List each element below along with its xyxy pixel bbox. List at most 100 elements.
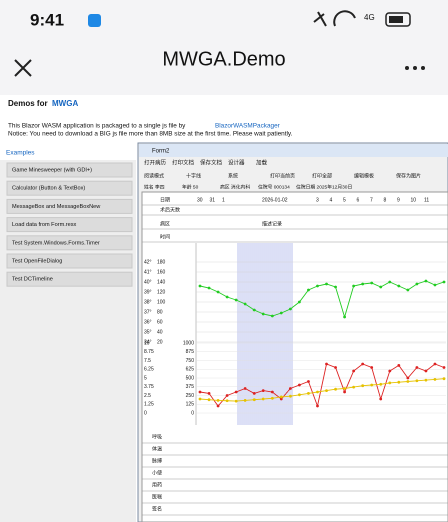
toolbar-item[interactable]: 十字线 [186,172,201,179]
series-point [198,397,202,401]
day-label: 1 [222,197,225,203]
menu-item[interactable]: 设计器 [228,158,245,166]
example-button[interactable] [6,253,133,269]
day-label: 11 [424,197,429,203]
pulse-tick-label: 80 [157,309,163,315]
example-button[interactable] [6,235,133,251]
bottom-row-label: 用药 [152,481,162,488]
menu-item[interactable]: 打开病历 [144,158,167,166]
series-point [424,378,428,382]
packager-link[interactable]: BlazorWASMPackager [215,123,281,130]
series-point [288,307,292,311]
series-point [397,380,401,384]
series-point [397,284,401,288]
series-point [433,283,437,287]
series-point [234,298,238,302]
menu-item[interactable]: 打印文档 [172,158,195,166]
series-line [199,378,445,402]
series-point [261,397,265,401]
series-point [388,280,392,284]
series-point [252,398,256,402]
example-label: Game Minesweeper (with GDI+) [12,167,92,173]
series-point [442,377,446,381]
series-point [198,390,202,394]
sidebar [0,160,136,522]
pulse-tick-label: 100 [157,299,166,305]
series-point [225,399,229,403]
close-button[interactable] [14,59,32,77]
mwga-link[interactable]: MWGA [52,99,78,108]
series-point [243,387,247,390]
toolbar-item[interactable]: 打印当前页 [270,172,295,179]
y-tick-label: 37° [144,309,152,315]
series-point [279,397,283,401]
day-label: 10 [411,197,417,203]
y-tick-label: 39° [144,289,152,295]
series-point [352,284,356,288]
example-button[interactable] [6,180,133,196]
series-point [252,308,256,312]
series-point [343,387,346,390]
series-point [388,369,392,373]
series-point [325,282,328,286]
patient-info: 住院号 000134 [258,183,290,190]
series-point [361,384,365,388]
day-label: 9 [397,197,400,203]
lower-tick-label: 5 [144,375,147,381]
series-point [216,404,220,408]
series-point [243,399,247,402]
row-label: 病区 [160,220,170,227]
series-point [234,390,238,394]
series-point [307,380,310,383]
lower-tick-label: 8.75 [144,349,154,355]
series-point [424,369,428,373]
series-point [406,380,410,383]
series-point [207,392,211,395]
series-point [442,366,446,369]
series-point [270,314,274,318]
pulse-tick-label: 120 [157,289,166,295]
series-point [361,282,365,286]
day-label: 4 [330,197,333,203]
example-button[interactable] [6,271,133,287]
y2-tick-label: 500 [186,375,195,381]
day-label: 5 [343,197,346,203]
series-point [270,396,274,400]
series-point [370,383,374,387]
menu-item[interactable]: 保存文档 [200,158,223,166]
toolbar-item[interactable]: 打印全部 [312,172,332,179]
series-point [225,295,229,299]
toolbar-item[interactable]: 阅读模式 [144,172,164,179]
battery-level [389,16,403,23]
series-point [234,399,238,403]
y2-tick-label: 375 [186,384,195,390]
bottom-row-label: 医嘱 [152,494,162,500]
y-tick-label: 42° [144,259,152,265]
menu-button[interactable] [405,66,425,70]
lower-tick-label: 10 [144,340,150,346]
example-button[interactable] [6,198,133,214]
y2-tick-label: 125 [186,402,195,408]
series-point [261,389,265,392]
series-point [370,366,374,369]
series-point [207,398,211,402]
example-label: Test System.Windows.Forms.Timer [12,240,100,246]
series-point [298,300,301,304]
toolbar-item[interactable]: 保存为图片 [396,172,421,179]
menu-item[interactable]: 加载 [256,158,268,166]
series-line [199,363,445,408]
y-tick-label: 34° [144,339,152,345]
clock: 9:41 [30,10,64,29]
y-tick-label: 36° [144,319,152,325]
example-button[interactable] [6,162,133,178]
row-label: 时间 [160,233,170,240]
toolbar-item[interactable]: 编辑模板 [354,172,374,179]
series-point [325,389,328,392]
series-point [288,394,292,398]
series-point [261,312,265,316]
example-button[interactable] [6,217,133,233]
series-point [424,279,428,283]
toolbar-item[interactable]: 系统 [228,172,238,179]
y-tick-label: 38° [144,299,152,305]
lower-tick-label: 7.5 [144,358,151,364]
